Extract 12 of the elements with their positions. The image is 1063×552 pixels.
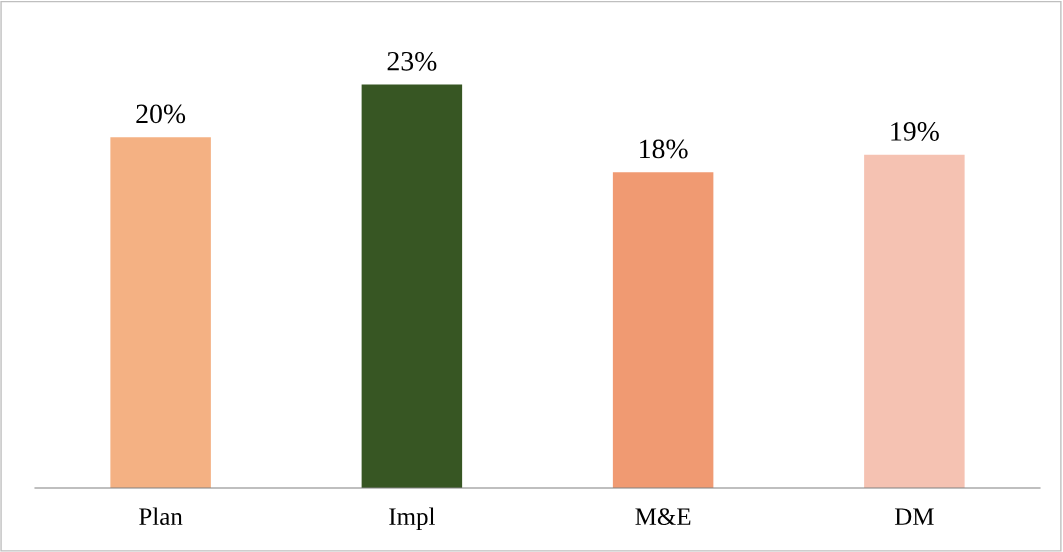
- bar: [110, 137, 211, 488]
- x-tick-label: Plan: [139, 507, 183, 526]
- bar: [864, 154, 965, 488]
- x-tick-label: Impl: [389, 507, 435, 531]
- data-label: 18%: [640, 139, 688, 159]
- data-label: 20%: [136, 104, 186, 124]
- x-tick-label: M&E: [635, 508, 691, 526]
- bar: [612, 172, 714, 488]
- x-tick-label: DM: [894, 508, 934, 525]
- bar: [361, 84, 463, 488]
- data-label: 23%: [387, 51, 437, 71]
- data-label: 19%: [891, 122, 939, 141]
